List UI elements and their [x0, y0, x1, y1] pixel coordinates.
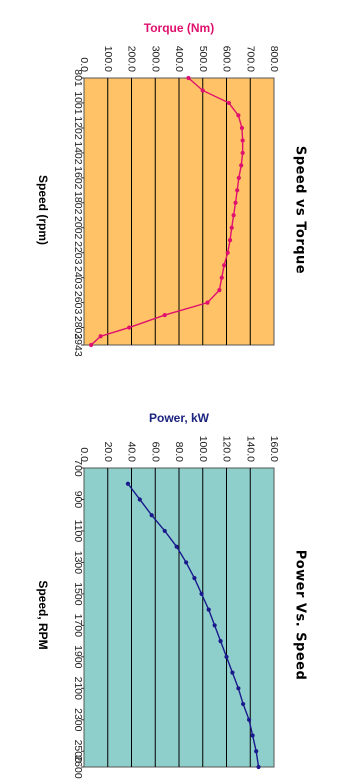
speed-tick-label: 1802	[72, 191, 84, 215]
chart-title: Power Vs. Speed	[293, 550, 308, 681]
speed-tick-label: 1001	[72, 91, 84, 115]
data-point	[206, 607, 211, 612]
value-tick-label: 800.0	[268, 46, 280, 72]
data-point	[218, 639, 223, 644]
speed-tick-label: 1202	[72, 116, 84, 140]
data-point	[222, 263, 227, 268]
speed-tick-label: 1602	[72, 166, 84, 190]
value-tick-label: 300.0	[149, 46, 161, 72]
data-point	[205, 300, 210, 305]
speed-tick-label: 900	[72, 491, 84, 509]
chart-title: Speed vs Torque	[293, 146, 308, 274]
speed-tick-label: 2603	[72, 291, 84, 315]
data-point	[226, 100, 231, 106]
data-point	[231, 213, 236, 218]
speed-tick-label: 1700	[72, 614, 84, 638]
data-point	[230, 670, 235, 675]
speed-tick-label: 1300	[72, 551, 84, 575]
value-tick-label: 140.0	[244, 436, 256, 462]
speed-axis-title: Speed, RPM	[36, 580, 50, 649]
data-point	[236, 113, 241, 118]
value-tick-label: 400.0	[173, 46, 185, 72]
data-point	[240, 138, 245, 143]
data-point	[162, 528, 167, 534]
value-tick-label: 700.0	[244, 46, 256, 72]
value-tick-label: 0.0	[78, 447, 90, 462]
data-point	[200, 88, 205, 93]
value-axis-title: Torque (Nm)	[144, 21, 214, 35]
speed-axis-title: Speed (rpm)	[36, 175, 50, 245]
speed-tick-label: 2100	[72, 677, 84, 701]
data-point	[236, 175, 241, 180]
data-point	[241, 701, 246, 707]
value-tick-label: 600.0	[221, 46, 233, 72]
value-axis-title: Power, kW	[149, 411, 210, 425]
data-point	[256, 764, 261, 770]
speed-tick-label: 2500	[72, 740, 84, 764]
value-tick-label: 80.0	[173, 442, 185, 463]
speed-tick-label: 2600	[72, 755, 84, 779]
speed-tick-label: 1402	[72, 141, 84, 165]
data-point	[219, 275, 224, 280]
speed-tick-label: 2403	[72, 266, 84, 290]
data-point	[240, 150, 245, 156]
value-tick-label: 100.0	[102, 46, 114, 72]
value-tick-label: 60.0	[149, 442, 161, 463]
value-tick-label: 100.0	[197, 436, 209, 462]
data-point	[184, 560, 189, 565]
chart-1: 0.0 100.0 200.0 300.0 400.0 500.0 600.0 700.0 80…	[36, 21, 308, 357]
value-tick-label: 120.0	[221, 436, 233, 462]
data-point	[89, 342, 94, 348]
data-point	[233, 200, 238, 205]
speed-tick-label: 700	[72, 459, 84, 477]
data-point	[137, 497, 142, 502]
data-point	[162, 312, 167, 318]
chart-2: 0.0 20.0 40.0 60.0 80.0 100.0 120.0 140.0 160.0 7…	[36, 411, 308, 779]
speed-tick-label: 1100	[72, 520, 84, 543]
data-point	[246, 717, 252, 722]
data-point	[174, 544, 179, 549]
data-point	[224, 654, 229, 659]
value-tick-label: 40.0	[126, 442, 138, 463]
value-tick-label: 20.0	[102, 442, 114, 463]
data-point	[227, 238, 233, 243]
data-point	[235, 188, 240, 193]
data-point	[186, 75, 191, 81]
data-point	[229, 225, 234, 230]
value-tick-label: 200.0	[126, 46, 138, 72]
speed-tick-label: 2002	[72, 216, 84, 240]
data-point	[212, 623, 217, 628]
speed-tick-label: 1500	[72, 582, 84, 606]
data-point	[239, 125, 245, 131]
speed-tick-label: 2803	[72, 316, 84, 340]
data-point	[239, 163, 244, 168]
data-point	[127, 325, 132, 330]
value-tick-label: 0.0	[78, 57, 90, 72]
data-point	[125, 481, 131, 486]
data-point	[254, 749, 259, 754]
data-point	[217, 288, 222, 293]
value-tick-label: 500.0	[197, 46, 209, 72]
speed-tick-label: 1900	[72, 645, 84, 669]
data-point	[250, 733, 255, 738]
speed-tick-label: 2300	[72, 708, 84, 732]
data-point	[199, 591, 204, 596]
data-point	[98, 334, 103, 339]
data-point	[149, 513, 154, 518]
speed-tick-label: 2943	[72, 333, 84, 357]
speed-tick-label: 2203	[72, 241, 84, 265]
speed-tick-label: 801	[72, 69, 84, 87]
value-tick-label: 160.0	[268, 436, 280, 462]
data-point	[225, 250, 230, 255]
data-point	[236, 686, 241, 691]
data-point	[192, 576, 197, 581]
